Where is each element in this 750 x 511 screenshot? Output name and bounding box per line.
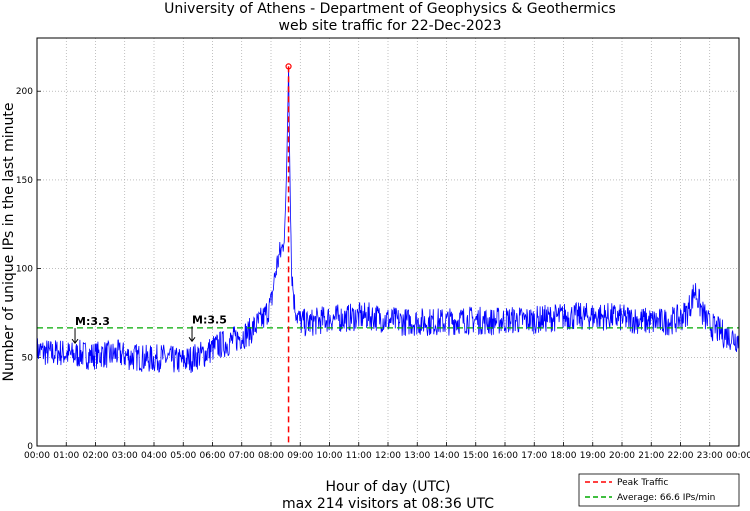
x-tick-label: 21:00 <box>638 451 664 461</box>
chart-subtitle: web site traffic for 22-Dec-2023 <box>279 18 502 34</box>
legend: Peak Traffic Average: 66.6 IPs/min <box>578 473 740 507</box>
y-tick-label: 100 <box>16 265 33 275</box>
x-tick-label: 02:00 <box>83 451 109 461</box>
y-axis-label: Number of unique IPs in the last minute <box>1 103 17 382</box>
x-tick-label: 20:00 <box>609 451 635 461</box>
plot-frame <box>36 37 740 447</box>
x-tick-label: 06:00 <box>200 451 226 461</box>
y-tick-label: 200 <box>16 87 33 97</box>
annotation-label: M:3.3 <box>75 315 110 328</box>
annotation-label: M:3.5 <box>192 313 227 326</box>
x-tick-label: 09:00 <box>287 451 313 461</box>
x-tick-label: 11:00 <box>346 451 372 461</box>
x-tick-label: 07:00 <box>229 451 255 461</box>
y-tick-label: 50 <box>22 353 34 363</box>
chart-title: University of Athens - Department of Geo… <box>164 1 616 17</box>
x-axis-ticks: 00:00 01:00 02:00 03:00 04:00 05:00 06:00 07:00… <box>24 442 750 461</box>
x-tick-label: 17:00 <box>521 451 547 461</box>
x-tick-label: 00:00 <box>24 451 50 461</box>
x-tick-label: 08:00 <box>258 451 284 461</box>
annotations: M:3.3 M:3.5 <box>71 313 227 344</box>
x-tick-label: 19:00 <box>580 451 606 461</box>
x-tick-label: 03:00 <box>112 451 138 461</box>
y-tick-label: 150 <box>16 176 33 186</box>
annotation-arrow-head <box>71 338 79 344</box>
x-tick-label: 04:00 <box>141 451 167 461</box>
x-tick-label: 05:00 <box>170 451 196 461</box>
x-axis-label: Hour of day (UTC) <box>326 479 451 495</box>
x-tick-label: 15:00 <box>463 451 489 461</box>
x-tick-label: 00:00 <box>726 451 750 461</box>
x-axis-sublabel: max 214 visitors at 08:36 UTC <box>282 496 494 511</box>
annotation-arrow-head <box>188 337 196 343</box>
traffic-series-line <box>36 66 740 374</box>
x-tick-label: 01:00 <box>53 451 79 461</box>
x-tick-label: 10:00 <box>317 451 343 461</box>
x-tick-label: 14:00 <box>434 451 460 461</box>
x-tick-label: 13:00 <box>404 451 430 461</box>
x-tick-label: 18:00 <box>551 451 577 461</box>
legend-peak-label: Peak Traffic <box>617 478 668 488</box>
y-tick-label: 0 <box>27 442 33 452</box>
legend-box <box>578 473 740 507</box>
peak-marker <box>285 63 292 70</box>
x-tick-label: 23:00 <box>697 451 723 461</box>
x-tick-label: 22:00 <box>668 451 694 461</box>
legend-average-label: Average: 66.6 IPs/min <box>617 493 715 503</box>
x-tick-label: 16:00 <box>492 451 518 461</box>
grid-lines <box>37 38 739 446</box>
x-tick-label: 12:00 <box>375 451 401 461</box>
